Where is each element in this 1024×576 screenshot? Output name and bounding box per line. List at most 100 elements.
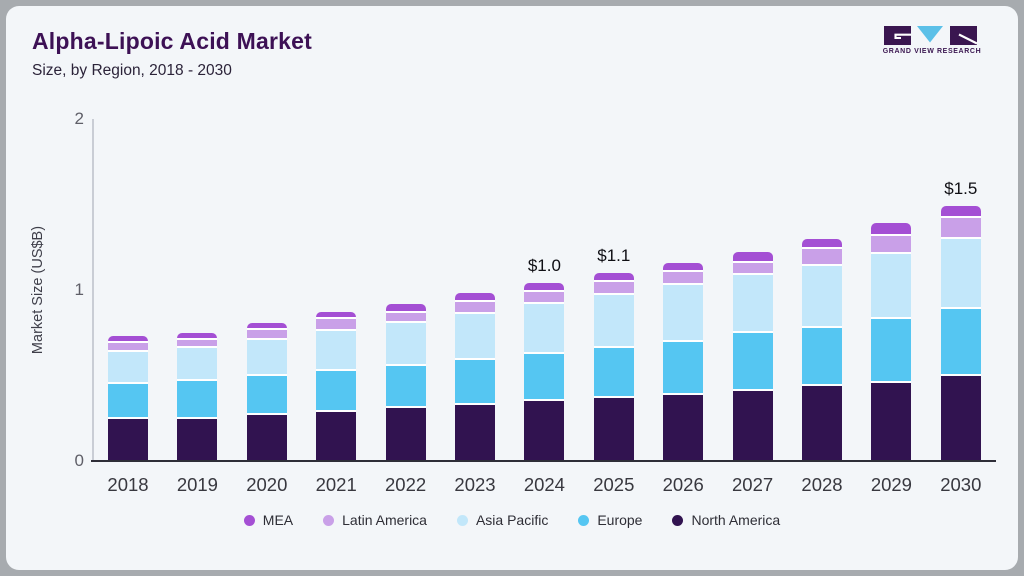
bar-segment-europe [593, 346, 634, 397]
y-tick-label: 2 [74, 109, 84, 128]
legend-item-asia-pacific: Asia Pacific [456, 512, 549, 528]
bar-segment-asia-pacific [108, 349, 148, 383]
bar-segment-europe [663, 339, 704, 393]
brand-logo: GRAND VIEW RESEARCH [882, 26, 982, 55]
x-axis-label: 2027 [732, 474, 774, 495]
x-axis-label: 2022 [385, 474, 427, 495]
bar-segment-mea [177, 332, 218, 338]
bar-segment-europe [385, 363, 426, 407]
plot-area: $1.0 $1.1 $1.5 [6, 6, 1018, 461]
x-axis-labels: 2018 2019 2020 2021 2022 2023 2024 2025 2026 2027… [6, 474, 1018, 498]
bar-segment-asia-pacific [524, 302, 565, 352]
chart-card: Alpha-Lipoic Acid Market Size, by Region… [6, 6, 1018, 570]
bar-segment-europe [524, 351, 565, 400]
x-axis-label: 2020 [246, 474, 288, 495]
bar-2022 [385, 303, 426, 461]
legend-item-mea: MEA [243, 512, 294, 528]
legend-dot-icon [578, 514, 590, 526]
bar-segment-europe [316, 368, 357, 410]
bar-segment-asia-pacific [246, 337, 287, 374]
bar-2030 [940, 206, 981, 461]
x-axis-line [91, 459, 996, 462]
legend-item-latin-america: Latin America [323, 512, 427, 528]
bar-value-label: $1.1 [597, 245, 631, 265]
bar-segment-asia-pacific [802, 264, 842, 326]
legend: MEA Latin America Asia Pacific Europe North … [6, 512, 1018, 528]
legend-label: Asia Pacific [475, 512, 549, 528]
bar-segment-north-america [316, 409, 357, 461]
bar-2020 [246, 322, 287, 461]
bar-segment-asia-pacific [455, 312, 495, 359]
bar-segment-north-america [663, 392, 704, 461]
bar-segment-europe [246, 373, 287, 414]
bar-segment-europe [802, 325, 842, 385]
bar-segment-north-america [177, 416, 218, 461]
x-axis-label: 2030 [940, 474, 982, 495]
bar-segment-asia-pacific [871, 252, 912, 318]
bar-segment-north-america [246, 413, 287, 461]
bar-segment-europe [108, 382, 148, 417]
bar-2018 [108, 336, 148, 461]
legend-dot-icon [456, 514, 468, 526]
bar-segment-north-america [802, 384, 842, 461]
legend-item-north-america: North America [672, 512, 780, 528]
y-axis-line [92, 119, 94, 461]
x-axis-label: 2029 [870, 474, 912, 495]
bar-segment-mea [316, 312, 357, 318]
bar-segment-latin-america [871, 233, 912, 253]
legend-label: North America [691, 512, 781, 528]
legend-item-europe: Europe [578, 512, 642, 528]
bar-segment-mea [246, 322, 287, 328]
page-subtitle: Size, by Region, 2018 - 2030 [32, 62, 232, 79]
brand-name: GRAND VIEW RESEARCH [882, 48, 982, 55]
legend-label: Europe [597, 512, 643, 528]
bar-segment-europe [732, 331, 773, 390]
bar-segment-asia-pacific [316, 329, 357, 369]
bar-segment-asia-pacific [385, 320, 426, 364]
bar-segment-latin-america [177, 337, 218, 347]
y-tick-label: 1 [74, 280, 84, 299]
bar-segment-latin-america [802, 247, 842, 265]
legend-dot-icon [243, 514, 255, 526]
x-axis-label: 2021 [315, 474, 357, 495]
bar-segment-asia-pacific [732, 272, 773, 332]
legend-label: Latin America [342, 512, 427, 528]
x-axis-label: 2024 [523, 474, 565, 495]
bar-segment-asia-pacific [663, 283, 704, 340]
bar-segment-latin-america [246, 327, 287, 338]
bar-segment-europe [455, 358, 495, 403]
bar-segment-europe [177, 378, 218, 417]
x-axis-label: 2026 [662, 474, 704, 495]
bar-segment-mea [802, 238, 842, 248]
legend-dot-icon [672, 514, 684, 526]
bar-segment-north-america [593, 396, 634, 461]
gvr-logo-icon [884, 26, 978, 45]
bar-2021 [316, 312, 357, 461]
bar-segment-mea [732, 252, 773, 261]
bar-2025 [593, 272, 634, 461]
bar-segment-latin-america [593, 279, 634, 294]
bar-segment-mea [455, 293, 495, 301]
bar-segment-north-america [524, 399, 565, 461]
bar-segment-latin-america [524, 290, 565, 302]
bar-2024 [524, 283, 565, 461]
legend-label: MEA [262, 512, 294, 528]
bar-segment-mea [108, 336, 148, 342]
bar-2023 [455, 293, 495, 461]
bar-segment-latin-america [316, 317, 357, 330]
bar-segment-mea [940, 206, 981, 217]
bar-segment-asia-pacific [177, 346, 218, 379]
bar-2027 [732, 252, 773, 461]
bar-segment-mea [593, 272, 634, 280]
bar-2019 [177, 332, 218, 461]
x-axis-label: 2025 [593, 474, 635, 495]
bar-segment-mea [871, 223, 912, 234]
bar-segment-europe [871, 317, 912, 381]
bar-segment-north-america [108, 416, 148, 461]
bar-segment-north-america [940, 373, 981, 461]
bar-segment-mea [385, 303, 426, 311]
bar-segment-asia-pacific [940, 237, 981, 308]
bar-segment-north-america [455, 402, 495, 461]
bar-segment-mea [524, 283, 565, 291]
x-axis-label: 2023 [454, 474, 496, 495]
